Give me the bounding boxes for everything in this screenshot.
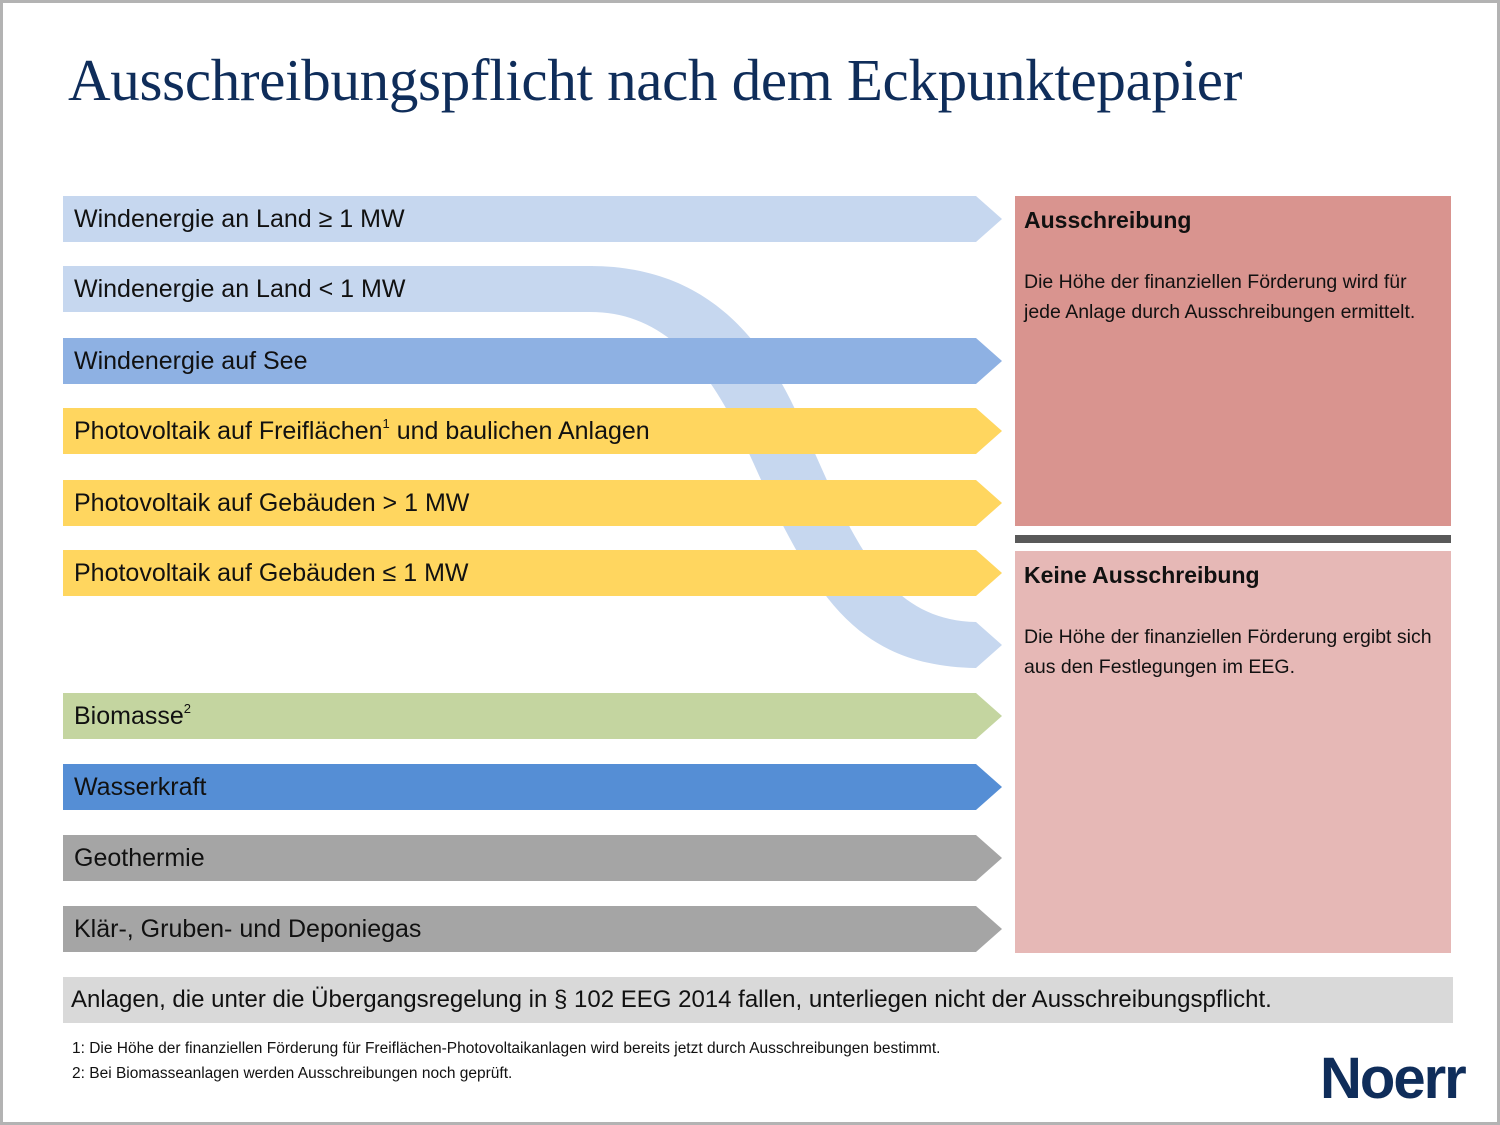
box-tender-text: Die Höhe der finanziellen Förderung wird… [1024, 271, 1416, 323]
arrow-label: Wasserkraft [74, 773, 207, 801]
arrow-label: Klär-, Gruben- und Deponiegas [74, 915, 422, 943]
box-tender-heading: Ausschreibung [1024, 207, 1192, 233]
arrow-pv-buildings-large: Photovoltaik auf Gebäuden > 1 MW [63, 480, 1002, 526]
arrow-biomass: Biomasse2 [63, 693, 1002, 739]
arrow-wind-onshore-large: Windenergie an Land ≥ 1 MW [63, 196, 1002, 242]
box-tender: Ausschreibung Die Höhe der finanziellen … [1015, 196, 1451, 526]
box-no-tender-text: Die Höhe der finanziellen Förderung ergi… [1024, 626, 1432, 678]
arrow-geothermal: Geothermie [63, 835, 1002, 881]
arrow-sewage-mine-landfill-gas: Klär-, Gruben- und Deponiegas [63, 906, 1002, 952]
box-divider [1015, 535, 1451, 543]
arrow-label: Photovoltaik auf Gebäuden ≤ 1 MW [74, 559, 469, 587]
footnote-marker-1: 1 [382, 416, 390, 431]
arrow-pv-open-space: Photovoltaik auf Freiflächen1 und baulic… [63, 408, 1002, 454]
slide-title: Ausschreibungspflicht nach dem Eckpunkte… [68, 47, 1243, 113]
arrow-pv-buildings-small: Photovoltaik auf Gebäuden ≤ 1 MW [63, 550, 1002, 596]
arrow-label: Geothermie [74, 844, 205, 872]
box-no-tender-heading: Keine Ausschreibung [1024, 562, 1260, 588]
arrow-label: Windenergie auf See [74, 347, 308, 375]
footnote-2: 2: Bei Biomasseanlagen werden Ausschreib… [72, 1065, 513, 1082]
arrow-label: Photovoltaik auf Gebäuden > 1 MW [74, 489, 470, 517]
footnote-marker-2: 2 [183, 701, 191, 716]
arrow-wind-offshore: Windenergie auf See [63, 338, 1002, 384]
arrow-hydro: Wasserkraft [63, 764, 1002, 810]
arrow-label: Windenergie an Land < 1 MW [74, 275, 406, 303]
arrow-label: Biomasse2 [74, 693, 191, 739]
box-no-tender: Keine Ausschreibung Die Höhe der finanzi… [1015, 551, 1451, 953]
arrow-label: Windenergie an Land ≥ 1 MW [74, 205, 405, 233]
label-main: Photovoltaik auf Freiflächen [74, 417, 383, 445]
transition-rule-note: Anlagen, die unter die Übergangsregelung… [63, 977, 1453, 1023]
arrow-label: Photovoltaik auf Freiflächen1 und baulic… [74, 408, 650, 454]
noerr-logo: Noerr [1320, 1046, 1467, 1111]
label-suffix: und baulichen Anlagen [389, 417, 650, 445]
label-main: Biomasse [74, 702, 184, 730]
arrow-wind-onshore-small: Windenergie an Land < 1 MW [63, 266, 593, 312]
footnote-1: 1: Die Höhe der finanziellen Förderung f… [72, 1040, 941, 1057]
